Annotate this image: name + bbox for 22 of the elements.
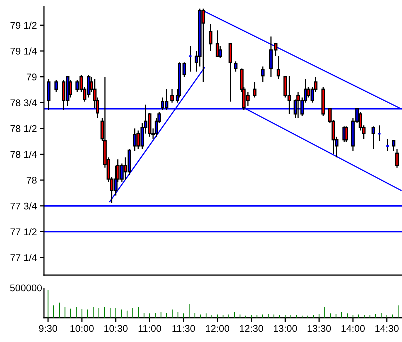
y-tick-label: 78 3/4 — [10, 99, 37, 106]
y-tick-label: 78 — [26, 177, 37, 184]
x-tick-label: 10:00 — [70, 325, 94, 332]
x-tick-label: 13:00 — [274, 325, 298, 332]
x-tick-label: 11:30 — [172, 325, 196, 332]
x-tick-label: 11:00 — [138, 325, 162, 332]
x-tick-label: 10:30 — [104, 325, 128, 332]
y-tick-label: 79 1/2 — [10, 22, 37, 30]
y-tick-label: 77 1/2 — [10, 228, 37, 236]
x-tick-label: 12:00 — [206, 325, 230, 332]
y-tick-label: 77 3/4 — [10, 202, 37, 210]
y-tick-label: 79 — [26, 74, 37, 81]
y-tick-label: 78 1/2 — [10, 125, 37, 132]
x-tick-label: 14:00 — [342, 325, 365, 332]
y-tick-label: 78 1/4 — [10, 150, 37, 158]
text: 500000 — [10, 284, 42, 292]
y-tick-label: 79 1/4 — [10, 48, 37, 55]
x-tick-label: 9:30 — [39, 325, 58, 332]
y-tick-label: 77 1/4 — [10, 254, 37, 262]
x-tick-label: 12:30 — [240, 325, 264, 332]
x-tick-label: 13:30 — [308, 325, 332, 332]
x-tick-label: 14:30 — [376, 325, 399, 332]
